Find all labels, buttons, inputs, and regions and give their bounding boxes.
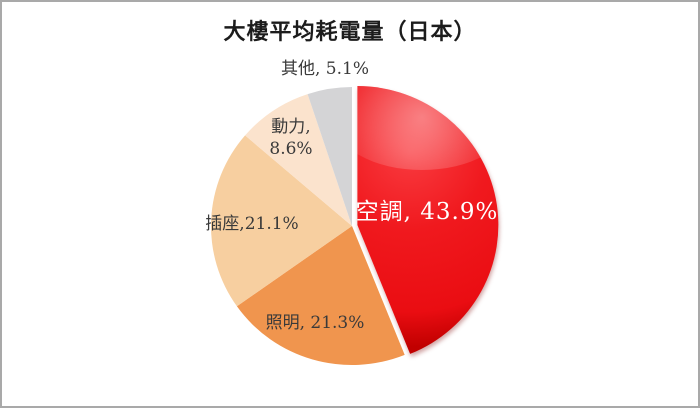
slice-power [245, 94, 352, 226]
slice-lighting [236, 226, 405, 365]
slice-label-power: 動力, 8.6% [269, 117, 313, 159]
slice-label-lighting: 照明, 21.3% [265, 313, 365, 333]
gloss-highlight [357, 86, 499, 170]
slice-label-outlets: 插座,21.1% [205, 214, 299, 234]
slice-others [307, 87, 352, 226]
slice-label-aircon: 空調, 43.9% [355, 199, 499, 225]
slice-outlets [211, 135, 352, 307]
chart-title: 大樓平均耗電量（日本） [223, 19, 477, 45]
slice-label-others: 其他, 5.1% [281, 59, 369, 79]
